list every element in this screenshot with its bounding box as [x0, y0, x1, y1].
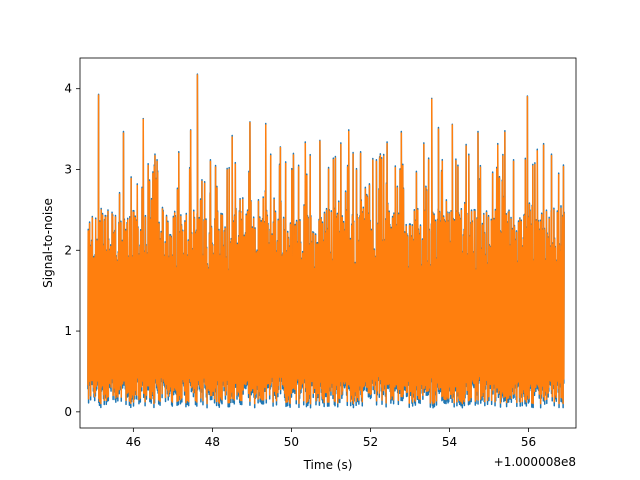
- plot-frame: [79, 57, 577, 429]
- x-tick-label: 54: [442, 435, 457, 449]
- y-tick-label: 4: [64, 82, 72, 96]
- x-axis-offset-label: +1.000008e8: [494, 455, 576, 469]
- y-axis-label: Signal-to-noise: [41, 198, 55, 288]
- series-layer: [87, 73, 565, 409]
- x-tick-label: 52: [363, 435, 378, 449]
- y-tick-label: 0: [64, 405, 72, 419]
- x-tick-label: 48: [205, 435, 220, 449]
- y-axis-ticks: 0 1 2 3 4: [64, 82, 80, 419]
- x-tick-label: 46: [126, 435, 141, 449]
- series-line-2: [87, 74, 565, 405]
- y-tick-label: 3: [64, 162, 72, 176]
- y-tick-label: 1: [64, 324, 72, 338]
- x-axis-label: Time (s): [303, 458, 353, 472]
- x-axis-ticks: 46 48 50 52 54 56: [126, 428, 536, 449]
- x-tick-label: 50: [284, 435, 299, 449]
- x-tick-label: 56: [521, 435, 536, 449]
- y-tick-label: 2: [64, 243, 72, 257]
